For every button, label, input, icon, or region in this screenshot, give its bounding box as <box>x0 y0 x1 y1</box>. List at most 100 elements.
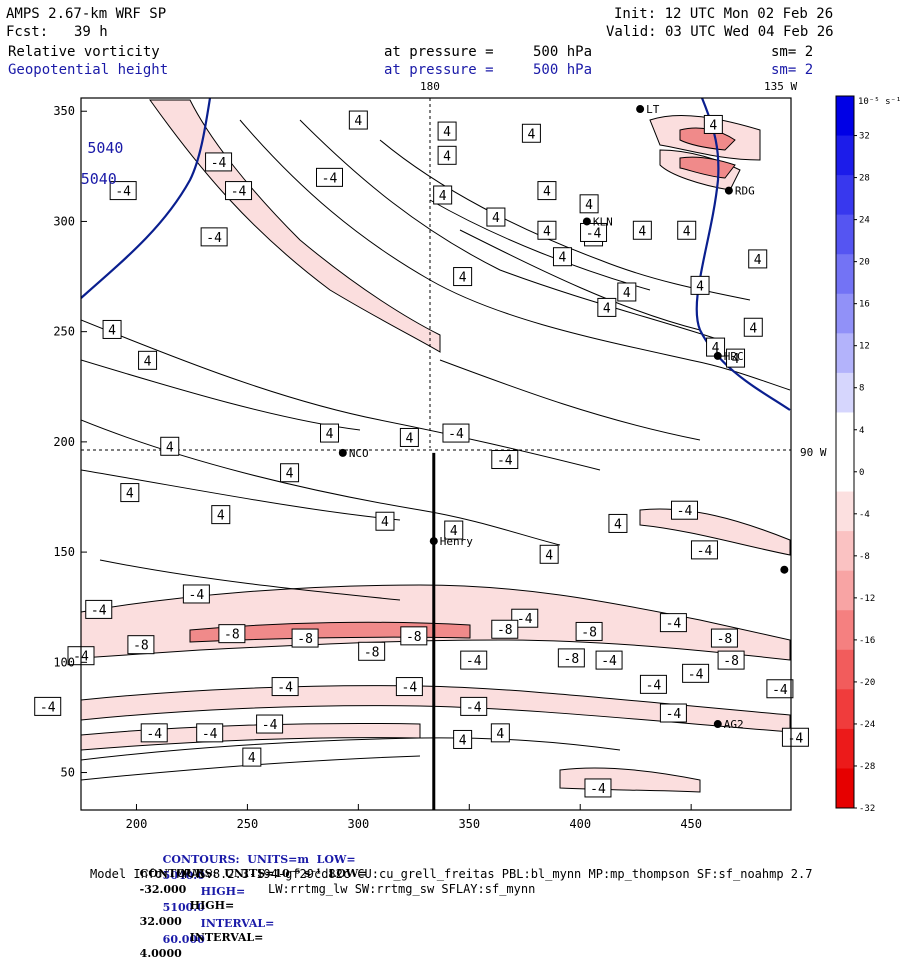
colorbar-swatch <box>836 689 854 730</box>
vorticity-label-text: -4 <box>206 231 222 246</box>
vorticity-label-text: -4 <box>586 226 602 241</box>
colorbar-swatch <box>836 214 854 255</box>
pressure-value-1: 500 hPa <box>533 44 593 60</box>
vorticity-label: 4 <box>703 114 723 134</box>
model-title: AMPS 2.67-km WRF SP <box>6 6 167 22</box>
vorticity-label: -4 <box>580 222 608 242</box>
colorbar-tick-label: -12 <box>859 594 875 604</box>
vorticity-label: 4 <box>120 483 140 503</box>
vorticity-label-text: 4 <box>543 224 551 239</box>
vorticity-label-text: -8 <box>497 623 513 638</box>
vorticity-label: -4 <box>781 727 809 747</box>
vorticity-label: -4 <box>584 778 612 798</box>
vorticity-label-box <box>743 317 763 337</box>
vorticity-label-box <box>539 544 559 564</box>
vorticity-label-box <box>575 621 603 641</box>
vorticity-label-text: -4 <box>448 427 464 442</box>
vorticity-label-text: 4 <box>749 321 757 336</box>
vorticity-label-box <box>557 648 585 668</box>
vorticity-label: 4 <box>102 319 122 339</box>
vorticity-label: -4 <box>690 540 718 560</box>
valid-time: Valid: 03 UTC Wed 04 Feb 26 <box>606 24 834 40</box>
vorticity-label: 4 <box>437 145 457 165</box>
station-dot <box>338 448 347 457</box>
contour-labels: 444-4-4-4-444444-4444444-4444444444444-4… <box>34 110 809 798</box>
station-label: HRC <box>724 350 744 363</box>
vorticity-label-box <box>444 520 464 540</box>
vorticity-label-box <box>211 505 231 525</box>
vorticity-label-text: 4 <box>603 301 611 316</box>
station-label: KLN <box>593 215 613 228</box>
vorticity-label-box <box>225 181 253 201</box>
smoothing-1: sm= 2 <box>771 44 814 60</box>
colorbar-swatch <box>836 728 854 769</box>
colorbar-swatch <box>836 412 854 453</box>
vorticity-label-text: -4 <box>146 727 162 742</box>
vorticity-label: -4 <box>491 450 519 470</box>
colorbar-tick-label: -24 <box>859 720 875 730</box>
vorticity-label: -4 <box>109 181 137 201</box>
vorticity-label-text: 4 <box>286 467 294 482</box>
vorticity-label: -8 <box>358 641 386 661</box>
station-dot <box>429 537 438 546</box>
vorticity-label-box <box>399 427 419 447</box>
vorticity-label-text: 4 <box>754 253 762 268</box>
height-contour-low: 5040.0 <box>162 869 205 882</box>
vorticity-label-text: -4 <box>466 654 482 669</box>
lon-135w-label: 135 W <box>764 80 798 93</box>
vorticity-label-text: 4 <box>381 515 389 530</box>
field1-name: Relative vorticity <box>8 44 160 60</box>
vorticity-label-box <box>182 584 210 604</box>
vorticity-label-box <box>348 110 368 130</box>
vorticity-label-text: 4 <box>144 354 152 369</box>
y-tick-label: 300 <box>53 214 75 228</box>
colorbar-swatch <box>836 570 854 611</box>
vorticity-label-box <box>781 727 809 747</box>
vorticity-label: -4 <box>34 696 62 716</box>
vorticity-label-box <box>280 463 300 483</box>
vorticity-label-box <box>102 319 122 339</box>
vorticity-label-text: -4 <box>666 707 682 722</box>
vorticity-label-text: -8 <box>723 654 739 669</box>
vorticity-label-box <box>120 483 140 503</box>
colorbar-tick-label: -16 <box>859 636 875 646</box>
vorticity-label-box <box>395 677 423 697</box>
vorticity-label: 4 <box>348 110 368 130</box>
vorticity-label-text: -4 <box>402 681 418 696</box>
vorticity-label-text: -4 <box>497 454 513 469</box>
height-contour-label: 5040 <box>81 170 117 188</box>
vorticity-contour-interval-label: INTERVAL= <box>189 931 264 944</box>
station-label: RDG <box>735 185 755 198</box>
station-dot <box>713 351 722 360</box>
vorticity-contour-interval: 4.0000 <box>139 947 182 960</box>
vorticity-label-box <box>127 635 155 655</box>
lon-180-label: 180 <box>420 80 440 93</box>
vorticity-label-box <box>291 628 319 648</box>
vorticity-label-text: 4 <box>354 114 362 129</box>
vorticity-label: 4 <box>677 220 697 240</box>
vorticity-label-text: -4 <box>697 544 713 559</box>
model-info: Model Info: MPASv8.2.3-194-gf29cd82c CU:… <box>90 867 813 881</box>
y-tick-label: 150 <box>53 545 75 559</box>
colorbar-swatch <box>836 372 854 413</box>
vorticity-label: 4 <box>280 463 300 483</box>
station-marker: RDG <box>724 185 755 198</box>
vorticity-label: -4 <box>200 227 228 247</box>
vorticity-label-text: -4 <box>115 185 131 200</box>
vorticity-label-box <box>109 181 137 201</box>
x-tick-label: 450 <box>680 817 702 831</box>
vorticity-label-box <box>433 185 453 205</box>
vorticity-label: -4 <box>85 599 113 619</box>
x-tick-label: 400 <box>569 817 591 831</box>
vorticity-label: -4 <box>682 663 710 683</box>
vorticity-label-text: -4 <box>322 171 338 186</box>
vorticity-label-text: 4 <box>545 548 553 563</box>
pressure-label-2: at pressure = <box>384 62 494 78</box>
vorticity-label-box <box>242 747 262 767</box>
vorticity-label-text: 4 <box>712 341 720 356</box>
vorticity-label-text: 4 <box>248 751 256 766</box>
lon-90w-label: 90 W <box>800 446 827 459</box>
vorticity-label-text: 4 <box>405 431 413 446</box>
vorticity-label-text: 4 <box>126 487 134 502</box>
vorticity-label-text: -4 <box>677 504 693 519</box>
